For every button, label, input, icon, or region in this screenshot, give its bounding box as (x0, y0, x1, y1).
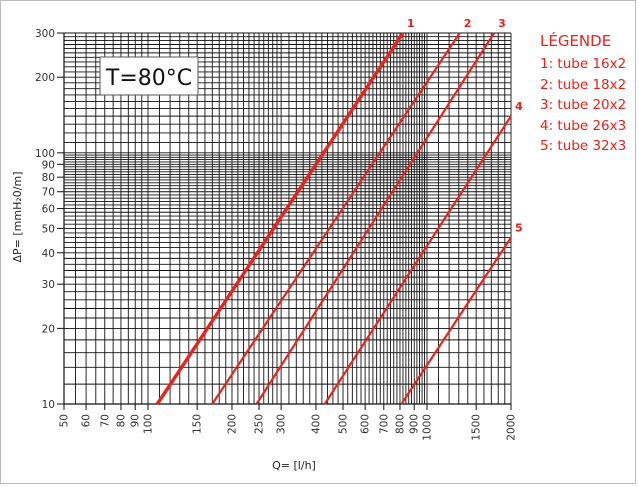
series-lines: 1 2 3 4 5 (155, 17, 523, 405)
legend-item-3: 3: tube 20x2 (540, 97, 627, 113)
y-tick-label: 100 (35, 148, 55, 160)
series-label-1: 1 (407, 17, 415, 30)
x-tick-label: 2000 (506, 414, 518, 441)
x-tick-label: 90 (130, 414, 142, 427)
series-line-2 (211, 32, 461, 405)
y-tick-label: 20 (42, 323, 55, 335)
x-tick-label: 200 (226, 414, 238, 434)
legend: LÉGENDE 1: tube 16x2 2: tube 18x2 3: tub… (540, 32, 626, 157)
x-tick-label: 600 (360, 414, 372, 434)
x-tick-label: 80 (115, 414, 127, 427)
x-tick-label: 50 (59, 414, 71, 427)
annotation-box (99, 56, 199, 96)
y-tick-label: 70 (42, 187, 55, 199)
x-tick-label: 150 (192, 414, 204, 434)
y-tick-label: 300 (35, 28, 55, 40)
series-label-5: 5 (515, 222, 523, 235)
series-label-2: 2 (464, 17, 472, 30)
x-tick-label: 100 (142, 414, 154, 434)
series-line-5 (400, 236, 512, 405)
x-tick-label: 250 (254, 414, 266, 434)
series-line-3 (255, 32, 496, 405)
series-line-4 (323, 115, 512, 405)
y-tick-label: 50 (42, 223, 55, 235)
legend-item-5: 5: tube 32x3 (540, 138, 627, 154)
x-tick-label: 900 (409, 414, 421, 434)
x-tick-label: 300 (276, 414, 288, 434)
x-tick-label: 1000 (422, 414, 434, 441)
x-axis-title: Q= [l/h] (272, 459, 316, 472)
legend-item-4: 4: tube 26x3 (540, 117, 627, 134)
legend-title: LÉGENDE (540, 32, 612, 50)
y-tick-label: 40 (42, 248, 55, 260)
x-tick-label: 400 (310, 414, 322, 434)
y-axis-title: ΔP= [mmH₂0/m] (11, 172, 24, 263)
y-tick-label: 10 (42, 399, 55, 411)
y-tick-label: 200 (35, 72, 55, 84)
series-label-4: 4 (515, 100, 523, 113)
y-tick-label: 80 (42, 172, 55, 184)
series-label-3: 3 (498, 17, 506, 30)
x-tick-label: 800 (394, 414, 406, 434)
legend-item-1: 1: tube 16x2 (540, 56, 627, 72)
legend-item-2: 2: tube 18x2 (540, 76, 627, 93)
y-tick-label: 60 (42, 204, 55, 216)
x-tick-label: 60 (81, 414, 93, 427)
annotation-temperature: T=80°C (105, 66, 192, 91)
x-tick-label: 1500 (471, 414, 483, 441)
x-tick-label: 500 (338, 414, 350, 434)
series-line-1 (155, 32, 405, 405)
y-tick-label: 30 (42, 279, 55, 291)
x-tick-label: 70 (99, 414, 111, 427)
y-tick-label: 90 (42, 159, 55, 171)
x-tick-label: 700 (378, 414, 390, 434)
